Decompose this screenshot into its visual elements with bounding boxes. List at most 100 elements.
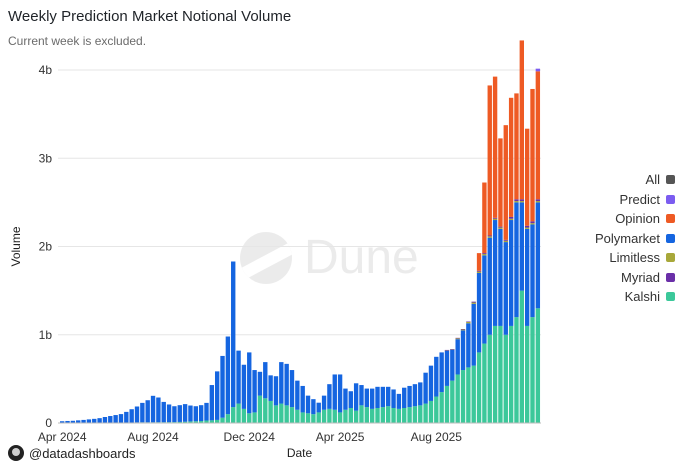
bar-segment-kalshi	[236, 403, 241, 423]
bar-segment-kalshi	[279, 403, 284, 423]
bar-segment-kalshi	[284, 405, 289, 423]
bar-segment-kalshi	[257, 395, 263, 423]
legend-label: Predict	[619, 191, 660, 207]
bar-segment-polymarket	[220, 355, 225, 418]
x-tick-label: Apr 2024	[38, 430, 87, 444]
bar-segment-limitless	[530, 223, 535, 225]
legend-label: Opinion	[615, 211, 660, 227]
bar-segment-polymarket	[498, 228, 503, 326]
bar-segment-polymarket	[268, 375, 273, 401]
bar-segment-myriad	[482, 253, 487, 254]
legend-item-polymarket[interactable]: Polymarket	[575, 229, 675, 249]
bar-segment-kalshi	[460, 370, 466, 423]
legend-item-predict[interactable]: Predict	[575, 190, 675, 210]
bar-segment-polymarket	[332, 374, 337, 410]
legend-item-opinion[interactable]: Opinion	[575, 209, 675, 229]
bar-segment-polymarket	[476, 272, 482, 353]
bar-segment-kalshi	[412, 406, 418, 423]
bar-segment-kalshi	[311, 414, 316, 423]
bar-segment-kalshi	[428, 400, 434, 423]
bar-segment-polymarket	[295, 380, 300, 410]
bar-segment-kalshi	[343, 409, 348, 423]
bar-segment-polymarket	[343, 388, 348, 410]
bar-segment-polymarket	[348, 391, 353, 408]
chart-subtitle: Current week is excluded.	[8, 34, 147, 48]
bar-segment-limitless	[535, 201, 541, 203]
bar-segment-kalshi	[289, 407, 295, 423]
bar-segment-kalshi	[321, 409, 327, 423]
bar-segment-limitless	[444, 350, 450, 351]
bar-segment-polymarket	[386, 386, 391, 407]
avatar	[8, 445, 24, 461]
legend-item-kalshi[interactable]: Kalshi	[575, 287, 675, 307]
bar-segment-polymarket	[450, 349, 455, 381]
bar-segment-kalshi	[434, 396, 439, 423]
legend-label: Polymarket	[594, 230, 660, 246]
bar-segment-opinion	[530, 88, 535, 222]
bar-segment-kalshi	[487, 334, 492, 423]
bar-segment-polymarket	[460, 330, 466, 371]
bar-segment-polymarket	[423, 372, 428, 404]
bar-segment-polymarket	[482, 255, 487, 344]
footer-handle: @datadashboards	[29, 445, 136, 461]
bar-segment-kalshi	[209, 420, 215, 423]
x-axis-title: Date	[287, 446, 313, 460]
bar-segment-polymarket	[86, 419, 92, 423]
bar-segment-limitless	[476, 271, 482, 273]
bar-segment-polymarket	[380, 386, 386, 408]
bar-segment-polymarket	[530, 224, 535, 318]
y-axis-title: Volume	[9, 226, 23, 266]
bar-segment-opinion	[519, 40, 524, 200]
y-tick-label: 1b	[39, 328, 53, 342]
bar-segment-kalshi	[503, 334, 508, 423]
bar-segment-kalshi	[524, 325, 530, 423]
legend-label: Kalshi	[624, 289, 660, 305]
bar-segment-limitless	[455, 338, 460, 340]
bar-segment-kalshi	[391, 408, 396, 423]
bar-segment-opinion	[482, 182, 487, 254]
bar-segment-myriad	[455, 337, 460, 339]
bar-segment-kalshi	[295, 409, 300, 423]
bar-segment-kalshi	[423, 403, 428, 423]
bar-segment-limitless	[498, 227, 503, 229]
bar-segment-polymarket	[524, 228, 530, 326]
bar-segment-limitless	[503, 240, 508, 243]
bar-segment-opinion	[492, 76, 498, 218]
bar-segment-myriad	[519, 199, 524, 202]
bar-segment-kalshi	[402, 408, 407, 423]
bar-segment-polymarket	[418, 382, 423, 406]
bar-segment-limitless	[471, 302, 476, 304]
bar-segment-kalshi	[204, 420, 209, 423]
bar-segment-polymarket	[188, 405, 193, 422]
legend-item-limitless[interactable]: Limitless	[575, 248, 675, 268]
bar-segment-kalshi	[418, 405, 423, 423]
legend-item-myriad[interactable]: Myriad	[575, 268, 675, 288]
bar-segment-polymarket	[519, 202, 524, 291]
bar-segment-myriad	[508, 216, 514, 219]
bar-segment-polymarket	[247, 352, 252, 414]
bar-segment-polymarket	[503, 242, 508, 335]
legend-label: Myriad	[620, 269, 660, 285]
x-tick-label: Dec 2024	[224, 430, 276, 444]
bar-segment-polymarket	[263, 362, 268, 399]
bar-segment-kalshi	[332, 409, 337, 423]
bar-segment-limitless	[492, 218, 498, 221]
bar-segment-polymarket	[353, 383, 359, 411]
bar-segment-polymarket	[150, 395, 156, 423]
bar-segment-polymarket	[177, 405, 182, 422]
legend-item-all[interactable]: All	[575, 170, 675, 190]
bar-segment-polymarket	[113, 415, 118, 423]
bar-segment-polymarket	[321, 395, 327, 410]
bar-segment-polymarket	[209, 385, 215, 421]
bar-segment-opinion	[487, 85, 492, 236]
bar-segment-kalshi	[273, 405, 279, 423]
bar-segment-polymarket	[466, 323, 471, 368]
bar-segment-polymarket	[439, 352, 444, 393]
bar-segment-kalshi	[380, 407, 386, 423]
bar-segment-kalshi	[359, 405, 364, 423]
bar-segment-opinion	[524, 128, 530, 226]
bar-segment-polymarket	[359, 385, 364, 406]
bar-segment-myriad	[444, 349, 450, 351]
legend-swatch	[666, 233, 675, 243]
bar-segment-kalshi	[471, 365, 476, 423]
